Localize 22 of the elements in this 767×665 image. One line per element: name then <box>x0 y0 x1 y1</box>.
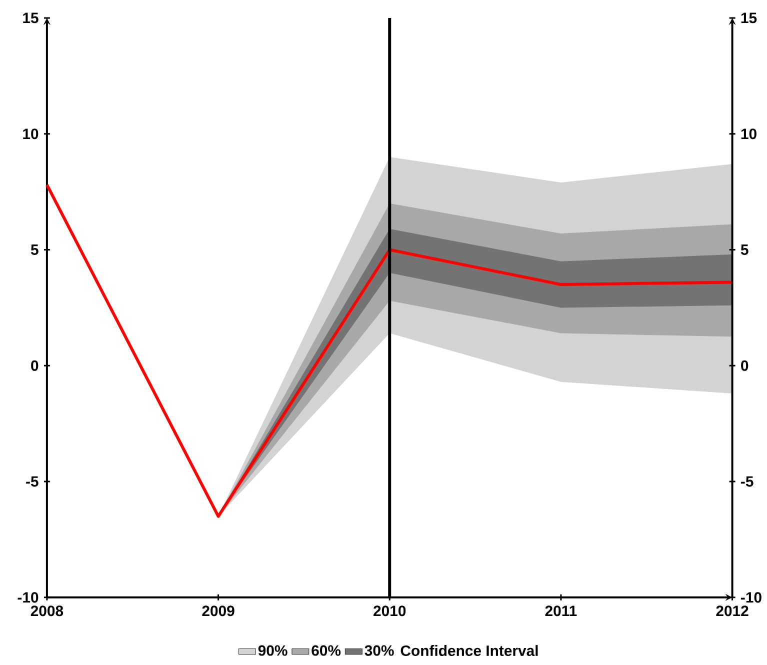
line-series <box>45 183 734 518</box>
y2-tick-label: -5 <box>741 476 754 487</box>
y-tick-label: -5 <box>26 476 38 487</box>
legend-title: Confidence Interval <box>400 644 538 656</box>
y-tick-label: 15 <box>23 12 38 24</box>
y-tick-label: 5 <box>30 244 38 255</box>
y2-tick-label: 5 <box>740 244 748 255</box>
y2-tick-label: 15 <box>741 12 757 24</box>
legend-label: 60% <box>312 645 341 656</box>
y-tick-label: 10 <box>23 128 38 139</box>
legend-label: 90% <box>258 645 288 656</box>
x-tick-label: 2011 <box>545 605 577 616</box>
y2-tick-label: 0 <box>741 360 748 371</box>
y2-tick-label: 10 <box>741 128 756 139</box>
x-tick-label: 2012 <box>716 605 748 616</box>
y-tick-label: 0 <box>31 360 38 371</box>
x-tick-label: 2009 <box>202 605 234 616</box>
y-tick-label: -10 <box>18 592 38 603</box>
y2-tick-label: -10 <box>741 592 762 603</box>
x-tick-label: 2010 <box>374 605 406 616</box>
legend-label: 30% <box>364 645 394 656</box>
x-tick-label: 2008 <box>30 605 64 616</box>
